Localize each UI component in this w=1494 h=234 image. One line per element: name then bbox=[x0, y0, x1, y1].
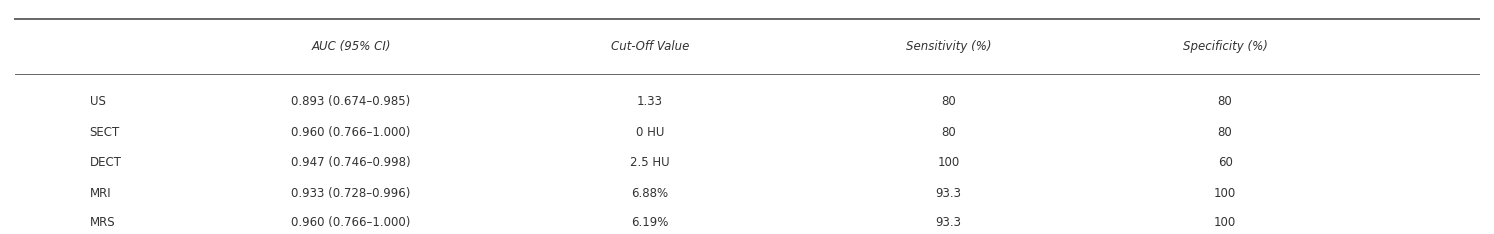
Text: 80: 80 bbox=[1218, 126, 1233, 139]
Text: AUC (95% CI): AUC (95% CI) bbox=[311, 40, 391, 53]
Text: 100: 100 bbox=[1215, 186, 1236, 200]
Text: 93.3: 93.3 bbox=[935, 186, 962, 200]
Text: 93.3: 93.3 bbox=[935, 216, 962, 229]
Text: 0.893 (0.674–0.985): 0.893 (0.674–0.985) bbox=[291, 95, 411, 108]
Text: 0.933 (0.728–0.996): 0.933 (0.728–0.996) bbox=[291, 186, 411, 200]
Text: 80: 80 bbox=[941, 126, 956, 139]
Text: 6.88%: 6.88% bbox=[632, 186, 668, 200]
Text: 80: 80 bbox=[941, 95, 956, 108]
Text: DECT: DECT bbox=[90, 156, 121, 169]
Text: 100: 100 bbox=[1215, 216, 1236, 229]
Text: Specificity (%): Specificity (%) bbox=[1183, 40, 1267, 53]
Text: 1.33: 1.33 bbox=[636, 95, 663, 108]
Text: 2.5 HU: 2.5 HU bbox=[630, 156, 669, 169]
Text: 0.960 (0.766–1.000): 0.960 (0.766–1.000) bbox=[291, 216, 411, 229]
Text: 60: 60 bbox=[1218, 156, 1233, 169]
Text: SECT: SECT bbox=[90, 126, 120, 139]
Text: 100: 100 bbox=[938, 156, 959, 169]
Text: 80: 80 bbox=[1218, 95, 1233, 108]
Text: Cut-Off Value: Cut-Off Value bbox=[611, 40, 689, 53]
Text: 6.19%: 6.19% bbox=[630, 216, 669, 229]
Text: 0.960 (0.766–1.000): 0.960 (0.766–1.000) bbox=[291, 126, 411, 139]
Text: 0 HU: 0 HU bbox=[636, 126, 663, 139]
Text: Sensitivity (%): Sensitivity (%) bbox=[905, 40, 992, 53]
Text: MRI: MRI bbox=[90, 186, 111, 200]
Text: US: US bbox=[90, 95, 106, 108]
Text: 0.947 (0.746–0.998): 0.947 (0.746–0.998) bbox=[291, 156, 411, 169]
Text: MRS: MRS bbox=[90, 216, 115, 229]
